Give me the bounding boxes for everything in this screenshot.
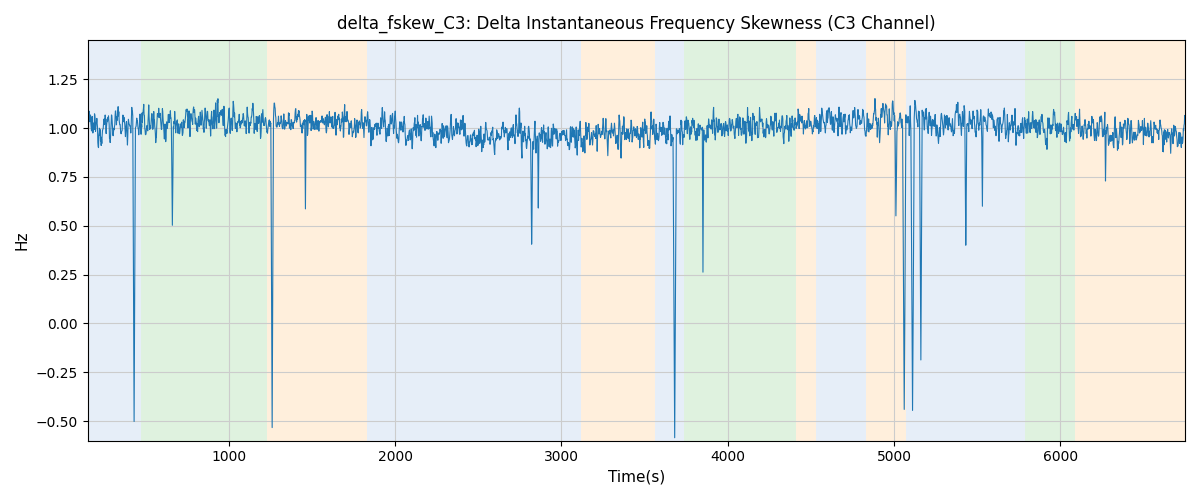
- X-axis label: Time(s): Time(s): [607, 470, 665, 485]
- Y-axis label: Hz: Hz: [14, 230, 30, 250]
- Bar: [581, 40, 654, 440]
- Bar: [684, 40, 796, 440]
- Bar: [796, 40, 816, 440]
- Bar: [865, 40, 906, 440]
- Bar: [906, 40, 1025, 440]
- Bar: [268, 40, 367, 440]
- Bar: [1025, 40, 1075, 440]
- Bar: [1075, 40, 1186, 440]
- Bar: [367, 40, 581, 440]
- Title: delta_fskew_C3: Delta Instantaneous Frequency Skewness (C3 Channel): delta_fskew_C3: Delta Instantaneous Freq…: [337, 15, 936, 34]
- Bar: [654, 40, 684, 440]
- Bar: [140, 40, 268, 440]
- Bar: [816, 40, 865, 440]
- Bar: [88, 40, 140, 440]
